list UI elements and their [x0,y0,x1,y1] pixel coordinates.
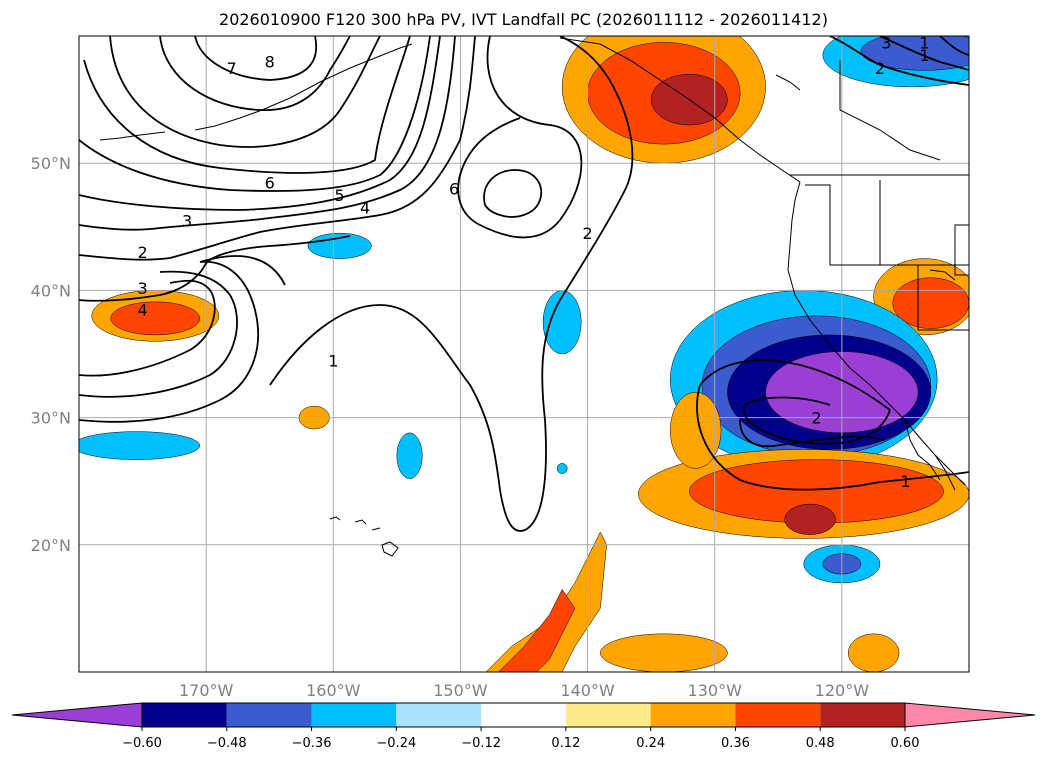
colorbar-tick-label: −0.48 [207,736,247,751]
contour-label: 5 [335,186,345,205]
ivt-fill-region [110,301,201,336]
contour-label: 1 [919,33,929,52]
contour-label: 4 [137,300,147,319]
colorbar-tick-label: 0.24 [636,736,665,751]
colorbar-high-extend [904,702,1036,728]
contour-label: 1 [328,351,338,370]
latitude-labels: 50°N 40°N 30°N 20°N [31,154,71,555]
colorbar-tick-label: 0.60 [891,736,920,751]
longitude-label: 150°W [433,681,488,700]
ivt-fill-region [784,503,836,535]
colorbar-low-extend [11,702,143,728]
contour-label: 1 [919,46,929,65]
colorbar-tick-label: −0.12 [461,736,501,751]
colorbar-tick-label: 0.48 [806,736,835,751]
ivt-shading [79,36,969,672]
contour-label: 3 [881,33,891,52]
ivt-fill-band [485,531,607,672]
contour-label: 3 [182,211,192,230]
longitude-labels: 170°W 160°W 150°W 140°W 130°W 120°W [179,681,869,700]
latitude-label: 20°N [31,536,71,555]
colorbar: −0.60 −0.48 −0.36 −0.24 −0.12 0.12 0.24 0.36 0.4… [11,702,1036,751]
ivt-fill-region [307,232,372,259]
pv-contours [79,36,969,532]
ivt-fill-band [498,588,576,672]
colorbar-tick-label: 0.12 [551,736,580,751]
contour-label: 2 [137,243,147,262]
latitude-label: 40°N [31,281,71,300]
colorbar-frame [141,702,906,728]
colorbar-segment [142,703,227,727]
map-title: 2026010900 F120 300 hPa PV, IVT Landfall… [219,10,828,29]
colorbar-segment [311,703,397,727]
colorbar-tick-label: −0.36 [292,736,332,751]
contour-label: 8 [265,52,275,71]
ivt-fill-region [600,633,728,672]
longitude-label: 170°W [179,681,234,700]
ivt-fill-region [556,463,568,474]
colorbar-segment [396,703,482,727]
longitude-label: 130°W [688,681,743,700]
ivt-fill-region [396,432,423,479]
longitude-label: 120°W [815,681,870,700]
ivt-fill-region [542,290,582,355]
colorbar-segment [820,703,905,727]
latitude-label: 50°N [31,154,71,173]
contour-label: 4 [360,199,370,218]
colorbar-segment [735,703,821,727]
contour-label: 1 [900,472,910,491]
contour-label: 2 [811,409,821,428]
colorbar-tick-label: −0.24 [376,736,416,751]
colorbar-segment [226,703,312,727]
coastlines [99,37,969,557]
colorbar-segment [481,703,566,727]
longitude-label: 160°W [306,681,361,700]
contour-label: 7 [226,59,236,78]
contour-label: 2 [582,224,592,243]
contour-label: 2 [875,59,885,78]
ivt-fill-region [847,633,900,672]
colorbar-tick-label: −0.60 [122,736,162,751]
contour-label: 3 [137,279,147,298]
contour-label: 6 [265,173,275,192]
ivt-fill-region [79,431,201,460]
contour-label: 6 [449,180,459,199]
latitude-label: 30°N [31,409,71,428]
colorbar-tick-label: 0.36 [721,736,750,751]
colorbar-segment [650,703,736,727]
plot-frame [78,35,970,673]
colorbar-segment [565,703,651,727]
longitude-label: 140°W [560,681,615,700]
